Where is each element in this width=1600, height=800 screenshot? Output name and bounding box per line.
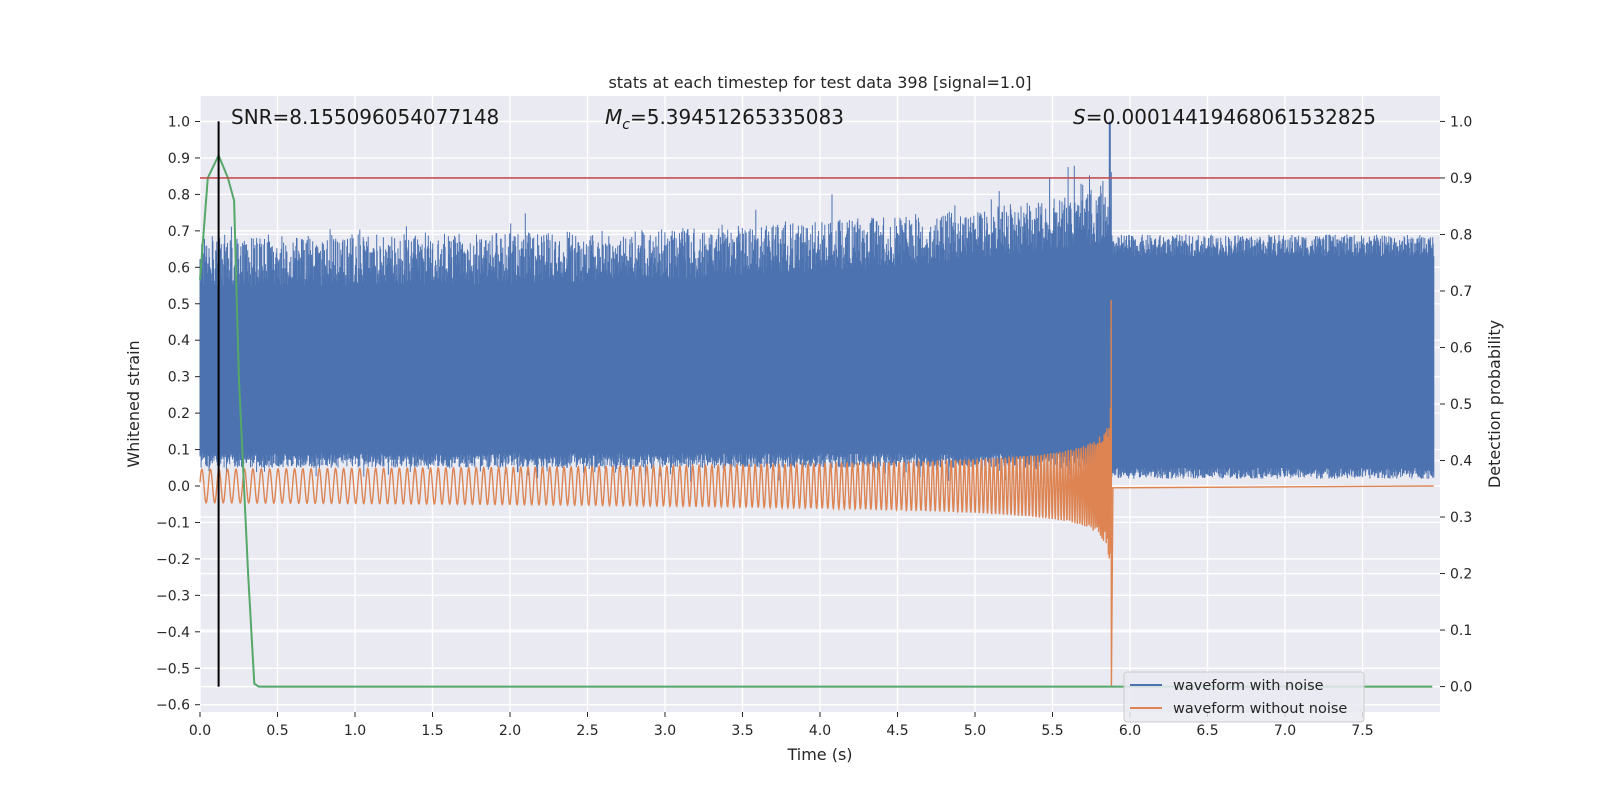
series-waveform-with-noise [199,121,1435,482]
x-tick-label-12: 6.0 [1119,723,1141,739]
annotation-s: S=0.00014419468061532825 [1073,105,1376,129]
y-left-tick-label-10: 0.0 [168,479,190,495]
y-left-tick-label-5: 0.5 [168,297,190,313]
y-left-tick-label-12: −0.2 [156,552,190,568]
x-tick-label-15: 7.5 [1351,723,1373,739]
x-tick-label-1: 0.5 [266,723,288,739]
chart-title: stats at each timestep for test data 398… [608,73,1031,92]
y-left-tick-label-1: 0.9 [168,151,190,167]
legend-box [1123,671,1365,723]
x-tick-label-13: 6.5 [1196,723,1218,739]
x-tick-label-8: 4.0 [809,723,831,739]
x-tick-label-2: 1.0 [344,723,366,739]
x-tick-label-5: 2.5 [576,723,598,739]
annotation-chirp-mass: Mc=5.39451265335083 [605,105,844,133]
mc-symbol: M [605,105,622,129]
s-symbol: S [1073,105,1086,129]
series-waveform-without-noise [199,300,1434,687]
x-tick-label-3: 1.5 [421,723,443,739]
y-left-tick-label-4: 0.6 [168,260,190,276]
y-right-axis-ticks: 1.0 0.9 0.8 0.7 0.6 0.5 0.4 0.3 0.2 0.1 0.0 [1440,114,1472,696]
y-left-tick-label-9: 0.1 [168,443,190,459]
y-right-tick-label-10: 0.0 [1450,680,1472,696]
x-tick-label-7: 3.5 [731,723,753,739]
y-right-tick-label-9: 0.1 [1450,623,1472,639]
y-left-tick-label-14: −0.4 [156,625,190,641]
legend-label-clean: waveform without noise [1173,701,1347,717]
y-right-tick-label-5: 0.5 [1450,397,1472,413]
x-axis-ticks: 0.0 0.5 1.0 1.5 2.0 2.5 3.0 3.5 4.0 4.5 5.0 5.5 6.0 6… [189,712,1374,739]
y-left-tick-label-13: −0.3 [156,588,190,604]
legend-label-noise: waveform with noise [1173,678,1324,694]
y-left-tick-label-7: 0.3 [168,370,190,386]
y-right-tick-label-7: 0.3 [1450,510,1472,526]
x-tick-label-0: 0.0 [189,723,211,739]
y-left-tick-label-11: −0.1 [156,515,190,531]
x-tick-label-10: 5.0 [964,723,986,739]
x-axis-label: Time (s) [786,745,852,764]
mc-subscript: c [622,117,630,133]
y-left-tick-label-16: −0.6 [156,698,190,714]
annotation-snr: SNR=8.155096054077148 [231,105,499,129]
y-left-axis-ticks: 1.0 0.9 0.8 0.7 0.6 0.5 0.4 0.3 0.2 0.1 0.0 −0.1 −0.… [156,115,200,714]
noise-waveform-core-post [1111,289,1434,468]
y-right-axis-label: Detection probability [1485,320,1504,488]
y-left-tick-label-3: 0.7 [168,224,190,240]
y-right-tick-label-2: 0.8 [1450,227,1472,243]
y-right-tick-label-4: 0.6 [1450,340,1472,356]
y-left-tick-label-0: 1.0 [168,115,190,131]
y-right-tick-label-0: 1.0 [1450,114,1472,130]
x-tick-label-14: 7.0 [1274,723,1296,739]
noise-waveform-core [200,289,1112,454]
legend: waveform with noise waveform without noi… [1123,671,1365,723]
x-tick-label-11: 5.5 [1041,723,1063,739]
y-left-tick-label-15: −0.5 [156,661,190,677]
y-left-axis-label: Whitened strain [124,340,143,467]
y-right-tick-label-6: 0.4 [1450,454,1472,470]
y-left-tick-label-8: 0.2 [168,406,190,422]
reference-lines [200,121,1440,687]
s-value: =0.00014419468061532825 [1086,105,1376,129]
y-right-tick-label-3: 0.7 [1450,284,1472,300]
x-tick-label-4: 2.0 [499,723,521,739]
x-tick-label-9: 4.5 [886,723,908,739]
y-right-tick-label-1: 0.9 [1450,171,1472,187]
mc-value: =5.39451265335083 [630,105,844,129]
clean-waveform-path [199,300,1434,687]
y-right-tick-label-8: 0.2 [1450,567,1472,583]
y-left-tick-label-2: 0.8 [168,187,190,203]
y-left-tick-label-6: 0.4 [168,333,190,349]
x-tick-label-6: 3.0 [654,723,676,739]
